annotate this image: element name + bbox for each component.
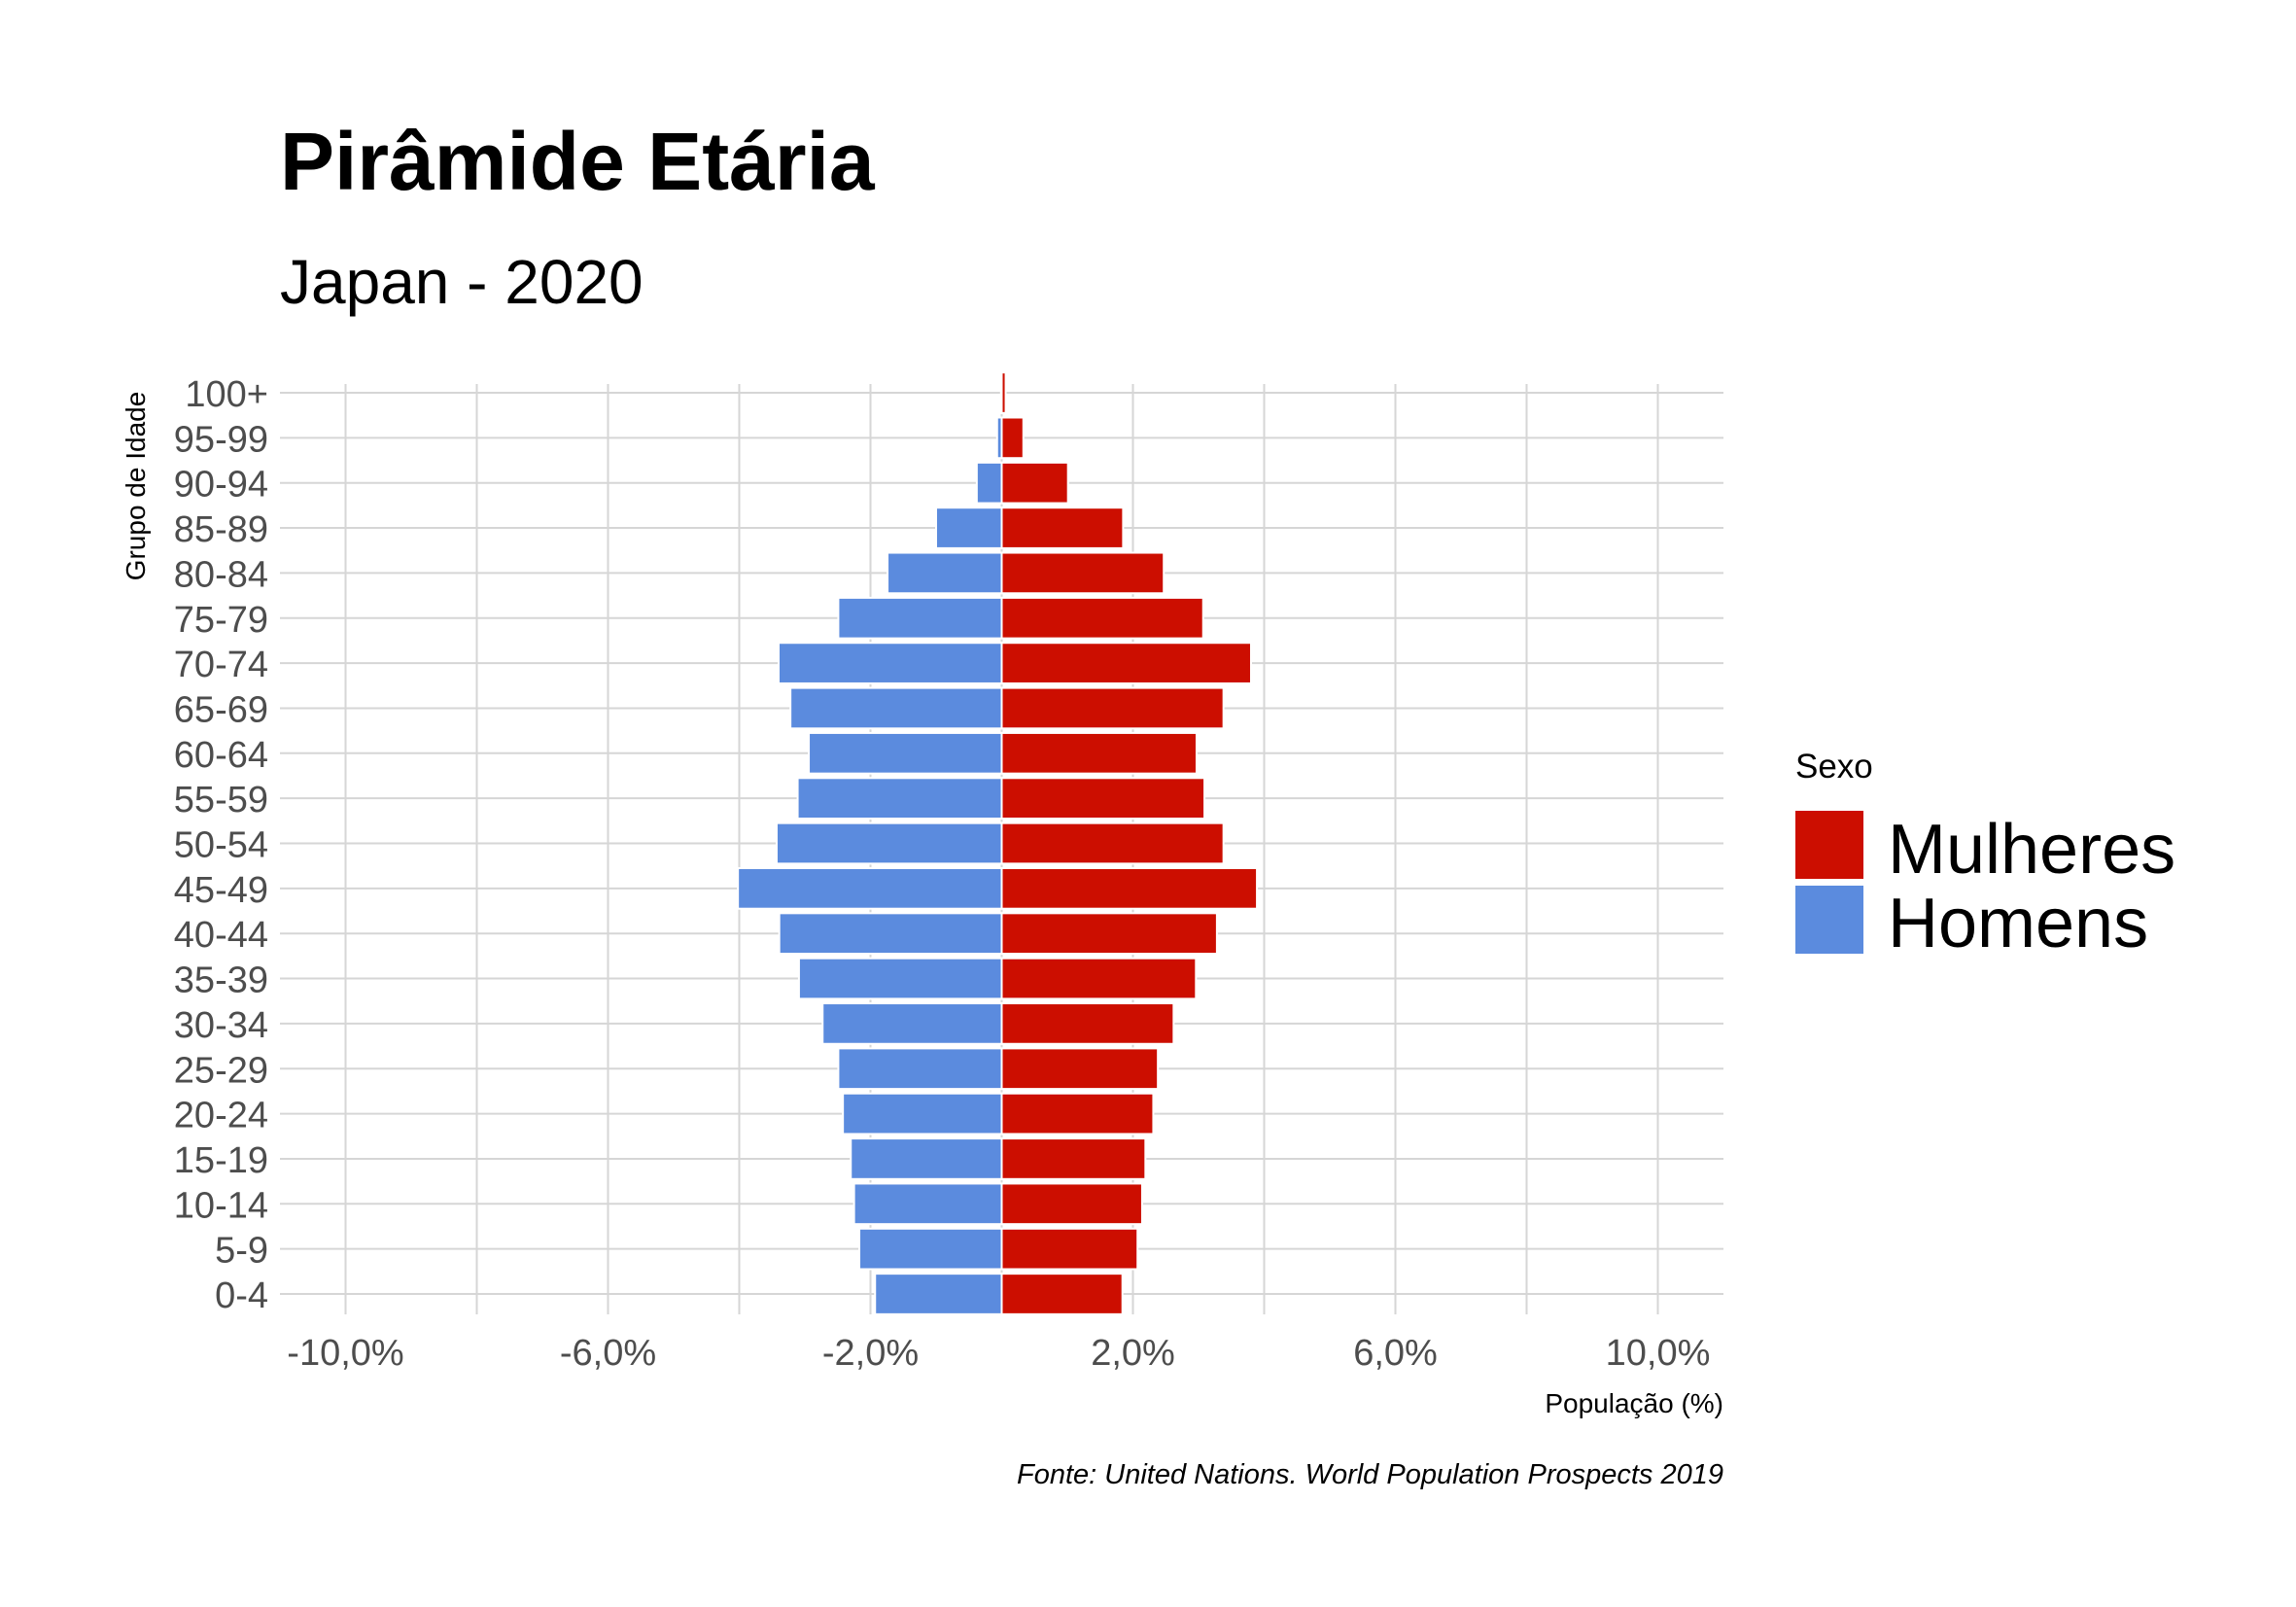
bars <box>737 371 1259 1315</box>
x-tick-label: -10,0% <box>287 1333 403 1374</box>
bar-mulheres-5-9 <box>1000 1227 1139 1271</box>
bar-homens-55-59 <box>796 777 1003 821</box>
bar-homens-80-84 <box>887 551 1003 595</box>
bar-mulheres-95-99 <box>1000 416 1025 460</box>
bar-homens-20-24 <box>842 1092 1003 1135</box>
y-tick-label: 75-79 <box>174 600 268 641</box>
bar-mulheres-50-54 <box>1000 821 1225 865</box>
y-tick-label: 55-59 <box>174 780 268 821</box>
x-tick-label: 2,0% <box>1091 1333 1175 1374</box>
legend-label-mulheres: Mulheres <box>1888 811 2175 889</box>
y-tick-label: 90-94 <box>174 465 268 506</box>
bar-mulheres-75-79 <box>1000 596 1204 640</box>
bar-mulheres-0-4 <box>1000 1273 1124 1315</box>
y-tick-label: 65-69 <box>174 689 268 730</box>
bar-homens-85-89 <box>935 507 1003 549</box>
y-tick-label: 35-39 <box>174 961 268 1001</box>
y-tick-label: 25-29 <box>174 1050 268 1091</box>
bar-homens-35-39 <box>797 957 1003 1000</box>
y-tick-label: 30-34 <box>174 1005 268 1046</box>
legend-swatch-homens <box>1795 886 1863 954</box>
bar-mulheres-10-14 <box>1000 1182 1143 1226</box>
bar-homens-50-54 <box>775 821 1003 865</box>
chart-caption: Fonte: United Nations. World Population … <box>1017 1459 1723 1490</box>
bar-mulheres-60-64 <box>1000 731 1198 775</box>
bar-mulheres-35-39 <box>1000 957 1198 1000</box>
y-tick-label: 50-54 <box>174 825 268 866</box>
chart-subtitle: Japan - 2020 <box>280 247 644 317</box>
y-tick-label: 40-44 <box>174 915 268 956</box>
y-tick-label: 45-49 <box>174 870 268 911</box>
y-tick-label: 60-64 <box>174 735 268 776</box>
bar-homens-100+ <box>999 371 1003 414</box>
y-tick-label: 0-4 <box>215 1275 268 1316</box>
y-tick-label: 20-24 <box>174 1096 268 1136</box>
bar-mulheres-70-74 <box>1000 642 1252 684</box>
bar-homens-70-74 <box>778 642 1003 684</box>
legend-label-homens: Homens <box>1888 885 2148 962</box>
bar-mulheres-85-89 <box>1000 507 1125 549</box>
y-tick-label: 10-14 <box>174 1185 268 1226</box>
bar-homens-10-14 <box>852 1182 1003 1226</box>
bar-homens-75-79 <box>837 596 1003 640</box>
x-tick-label: -2,0% <box>822 1333 919 1374</box>
y-axis-label: Grupo de Idade <box>121 392 151 581</box>
bar-homens-25-29 <box>837 1047 1003 1091</box>
legend-title: Sexo <box>1795 748 1873 786</box>
bar-mulheres-55-59 <box>1000 777 1206 821</box>
bar-homens-90-94 <box>975 461 1003 505</box>
bar-mulheres-65-69 <box>1000 686 1225 730</box>
bar-homens-30-34 <box>821 1002 1003 1045</box>
bar-mulheres-45-49 <box>1000 866 1259 910</box>
legend-swatch-mulheres <box>1795 811 1863 879</box>
y-tick-label: 100+ <box>185 374 268 415</box>
bar-homens-40-44 <box>778 912 1003 956</box>
bar-mulheres-40-44 <box>1000 912 1218 956</box>
bar-homens-65-69 <box>789 686 1003 730</box>
bar-mulheres-90-94 <box>1000 461 1069 505</box>
bar-mulheres-15-19 <box>1000 1137 1147 1180</box>
chart-title: Pirâmide Etária <box>280 116 876 207</box>
bar-mulheres-25-29 <box>1000 1047 1160 1091</box>
bar-homens-15-19 <box>850 1137 1003 1180</box>
x-tick-label: -6,0% <box>560 1333 656 1374</box>
y-tick-label: 70-74 <box>174 645 268 685</box>
x-tick-labels: -10,0% -6,0% -2,0% 2,0% 6,0% 10,0% <box>287 1333 1710 1374</box>
y-tick-label: 5-9 <box>215 1231 268 1272</box>
x-axis-label: População (%) <box>1545 1388 1723 1418</box>
bar-mulheres-20-24 <box>1000 1092 1155 1135</box>
bar-homens-5-9 <box>858 1227 1003 1271</box>
y-tick-label: 95-99 <box>174 419 268 460</box>
bar-homens-60-64 <box>808 731 1003 775</box>
bar-homens-0-4 <box>874 1273 1003 1315</box>
y-tick-label: 15-19 <box>174 1140 268 1181</box>
bar-homens-45-49 <box>737 866 1003 910</box>
x-tick-label: 10,0% <box>1606 1333 1711 1374</box>
bar-mulheres-30-34 <box>1000 1002 1175 1045</box>
legend: Sexo Mulheres Homens <box>1795 748 2175 962</box>
y-tick-label: 85-89 <box>174 509 268 550</box>
y-tick-label: 80-84 <box>174 554 268 595</box>
bar-homens-95-99 <box>995 416 1003 460</box>
x-tick-label: 6,0% <box>1353 1333 1438 1374</box>
bar-mulheres-80-84 <box>1000 551 1165 595</box>
